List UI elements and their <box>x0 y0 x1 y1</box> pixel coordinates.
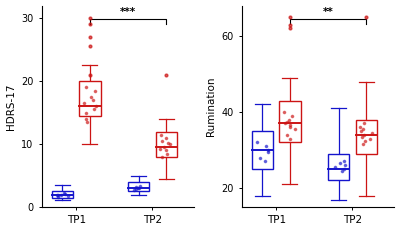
Bar <box>252 131 273 169</box>
Bar <box>279 101 300 143</box>
Bar <box>156 131 177 157</box>
Bar <box>79 81 100 116</box>
Y-axis label: Rumination: Rumination <box>206 77 216 136</box>
Text: **: ** <box>323 7 334 17</box>
Bar <box>328 154 350 180</box>
Bar <box>128 182 150 191</box>
Bar <box>356 120 377 154</box>
Text: ***: *** <box>120 7 136 17</box>
Bar <box>52 191 73 198</box>
Y-axis label: HDRS-17: HDRS-17 <box>6 83 16 130</box>
